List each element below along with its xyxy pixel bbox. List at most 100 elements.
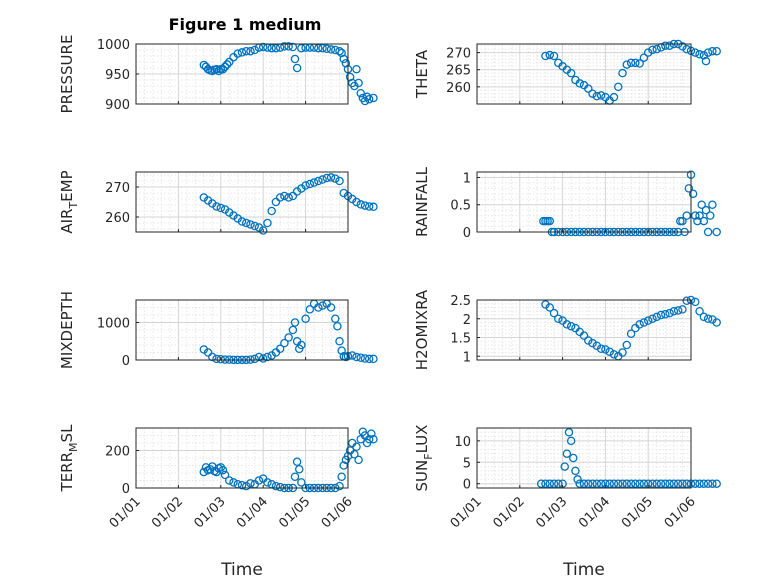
- data-point: [246, 46, 255, 56]
- data-point: [712, 227, 721, 237]
- data-point: [216, 354, 226, 364]
- data-point: [701, 56, 711, 66]
- data-point: [284, 193, 293, 202]
- y-tick-label: 1000: [97, 38, 130, 53]
- data-point: [305, 305, 315, 314]
- data-point: [579, 479, 589, 488]
- data-point: [688, 189, 698, 199]
- data-point: [292, 63, 302, 73]
- data-point: [684, 184, 694, 193]
- data-point: [292, 457, 302, 466]
- y-tick-label: 5: [463, 456, 471, 471]
- data-point: [356, 200, 365, 209]
- subplot-2: 260 265 270 THETA: [413, 39, 721, 105]
- y-tick-label: 0: [463, 478, 471, 493]
- data-point: [678, 479, 687, 488]
- data-point: [691, 479, 700, 488]
- data-point: [549, 479, 559, 488]
- y-tick-label: 2.5: [450, 294, 471, 309]
- data-point: [549, 308, 559, 318]
- y-tick-label: 10: [454, 435, 471, 450]
- subplot-3: 260 270 AIRTEMP: [58, 170, 378, 235]
- data-point: [309, 178, 319, 187]
- data-point: [258, 226, 268, 235]
- data-point: [678, 305, 687, 314]
- x-tick-label: 01/03: [192, 494, 229, 531]
- data-point: [643, 316, 653, 325]
- data-point: [225, 476, 234, 485]
- data-point: [369, 93, 378, 103]
- y-axis-label: TERRMSL: [58, 424, 80, 493]
- data-point: [695, 479, 704, 488]
- data-point: [360, 96, 370, 106]
- data-point: [643, 48, 653, 57]
- data-point: [220, 62, 230, 72]
- data-point: [258, 354, 268, 363]
- data-point: [682, 44, 691, 54]
- data-point: [648, 479, 657, 488]
- data-point: [596, 344, 606, 353]
- data-point: [569, 453, 578, 463]
- data-point: [301, 314, 310, 323]
- data-point: [364, 202, 374, 211]
- data-point: [347, 351, 357, 360]
- data-point: [584, 479, 593, 488]
- data-point: [699, 312, 709, 322]
- data-point: [639, 53, 649, 62]
- data-point: [588, 338, 597, 348]
- data-point: [333, 321, 342, 331]
- data-point: [605, 479, 614, 488]
- data-point: [545, 216, 555, 226]
- data-point: [661, 479, 670, 488]
- axes-box: [135, 299, 349, 361]
- data-point: [678, 216, 687, 226]
- data-point: [352, 197, 361, 207]
- data-point: [673, 479, 683, 488]
- axes-box: [476, 43, 692, 105]
- data-point: [609, 350, 619, 359]
- data-point: [656, 479, 666, 488]
- data-point: [218, 64, 228, 74]
- y-tick-label: 0.5: [450, 199, 471, 214]
- data-point: [566, 321, 576, 331]
- data-point: [618, 348, 627, 357]
- data-point: [691, 211, 700, 220]
- y-axis-label: THETA: [413, 49, 431, 99]
- data-point: [648, 45, 657, 55]
- data-point: [536, 479, 546, 488]
- data-point: [631, 479, 640, 488]
- data-point: [271, 481, 281, 491]
- data-point: [214, 66, 223, 76]
- data-point: [703, 314, 713, 323]
- data-point: [263, 478, 272, 487]
- data-point: [254, 352, 264, 362]
- data-point: [212, 354, 221, 364]
- data-point: [665, 308, 674, 318]
- data-point: [331, 314, 340, 323]
- data-point: [326, 45, 336, 54]
- data-point: [369, 354, 378, 364]
- y-tick-label: 270: [446, 47, 471, 62]
- data-point: [364, 434, 374, 444]
- x-tick-label: 01/01: [107, 494, 144, 531]
- data-point: [290, 472, 300, 481]
- data-point: [290, 54, 300, 64]
- data-point: [635, 320, 644, 329]
- data-point: [564, 428, 574, 437]
- data-point: [326, 303, 336, 312]
- x-tick-label: 01/04: [576, 494, 613, 531]
- data-point: [220, 470, 230, 480]
- data-point: [541, 51, 550, 61]
- data-point: [712, 318, 721, 327]
- data-point: [335, 46, 344, 56]
- plot-area: [477, 172, 691, 232]
- x-axis-label: Time: [562, 560, 605, 580]
- data-point: [335, 481, 344, 491]
- data-point: [284, 42, 293, 51]
- y-axis-label: SUNFLUX: [413, 425, 435, 492]
- subplot-5: 0 1000 MIXDEPTH: [58, 291, 378, 369]
- data-point: [584, 336, 593, 345]
- data-point: [622, 479, 632, 488]
- data-point: [708, 479, 717, 488]
- data-point: [280, 42, 289, 51]
